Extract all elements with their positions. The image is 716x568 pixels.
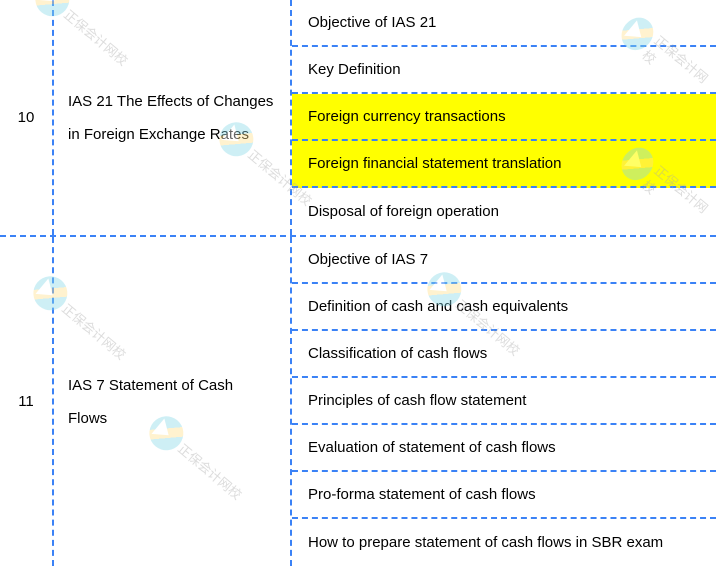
topic-item: Key Definition <box>292 47 716 94</box>
section-items: Objective of IAS 21Key DefinitionForeign… <box>292 0 716 235</box>
topic-item: Foreign currency transactions <box>292 94 716 141</box>
topic-item: Pro-forma statement of cash flows <box>292 472 716 519</box>
table-section: 10IAS 21 The Effects of Changes in Forei… <box>0 0 716 235</box>
section-items: Objective of IAS 7Definition of cash and… <box>292 237 716 566</box>
table-section: 11IAS 7 Statement of Cash FlowsObjective… <box>0 235 716 566</box>
topic-item: Objective of IAS 21 <box>292 0 716 47</box>
section-title: IAS 7 Statement of Cash Flows <box>54 237 292 566</box>
topic-item: Principles of cash flow statement <box>292 378 716 425</box>
topic-item: Objective of IAS 7 <box>292 237 716 284</box>
topic-item: Evaluation of statement of cash flows <box>292 425 716 472</box>
topic-item: Disposal of foreign operation <box>292 188 716 235</box>
syllabus-table: 10IAS 21 The Effects of Changes in Forei… <box>0 0 716 566</box>
topic-item: Definition of cash and cash equivalents <box>292 284 716 331</box>
section-number: 11 <box>0 237 54 566</box>
section-number: 10 <box>0 0 54 235</box>
topic-item: Foreign financial statement translation <box>292 141 716 188</box>
section-title: IAS 21 The Effects of Changes in Foreign… <box>54 0 292 235</box>
topic-item: Classification of cash flows <box>292 331 716 378</box>
topic-item: How to prepare statement of cash flows i… <box>292 519 716 566</box>
